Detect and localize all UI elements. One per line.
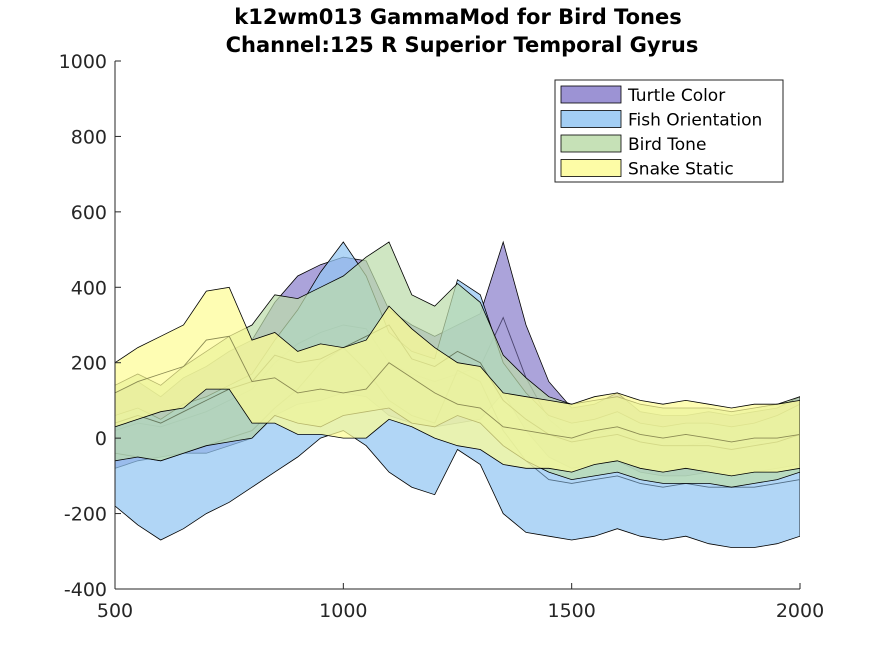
legend-label-bird-tone: Bird Tone	[628, 135, 706, 155]
legend-label-fish-orientation: Fish Orientation	[628, 111, 762, 131]
legend-swatch-turtle-color	[560, 85, 622, 104]
legend-label-snake-static: Snake Static	[628, 160, 734, 180]
y-tick-label: -200	[64, 504, 107, 526]
x-tick-label: 1000	[319, 600, 367, 622]
band-snake-static	[115, 286, 800, 477]
legend-swatch-fish-orientation	[560, 110, 622, 128]
y-ticks: -400 -200 0 200 400 600 800 1000	[59, 51, 121, 601]
y-tick-label: 600	[71, 202, 107, 224]
series-layer	[115, 240, 800, 548]
chart-title: k12wm013 GammaMod for Bird Tones	[234, 5, 681, 29]
y-tick-label: 1000	[59, 51, 107, 73]
y-tick-label: 400	[71, 277, 107, 299]
y-tick-label: 200	[71, 353, 107, 375]
legend-swatch-bird-tone	[560, 134, 622, 153]
legend-swatch-snake-static	[560, 159, 622, 177]
x-tick-label: 500	[97, 600, 133, 622]
mean-line-snake-static	[115, 335, 800, 443]
chart-subtitle: Channel:125 R Superior Temporal Gyrus	[226, 33, 699, 57]
x-ticks: 500 1000 1500 2000	[97, 583, 824, 622]
y-tick-label: 0	[95, 428, 107, 450]
legend-label-turtle-color: Turtle Color	[627, 86, 725, 106]
y-tick-label: 800	[71, 126, 107, 148]
x-tick-label: 1500	[547, 600, 595, 622]
x-tick-label: 2000	[776, 600, 824, 622]
y-tick-label: -400	[64, 579, 107, 601]
axes	[114, 61, 800, 590]
legend: Turtle Color Fish Orientation Bird Tone Sna…	[554, 79, 784, 183]
